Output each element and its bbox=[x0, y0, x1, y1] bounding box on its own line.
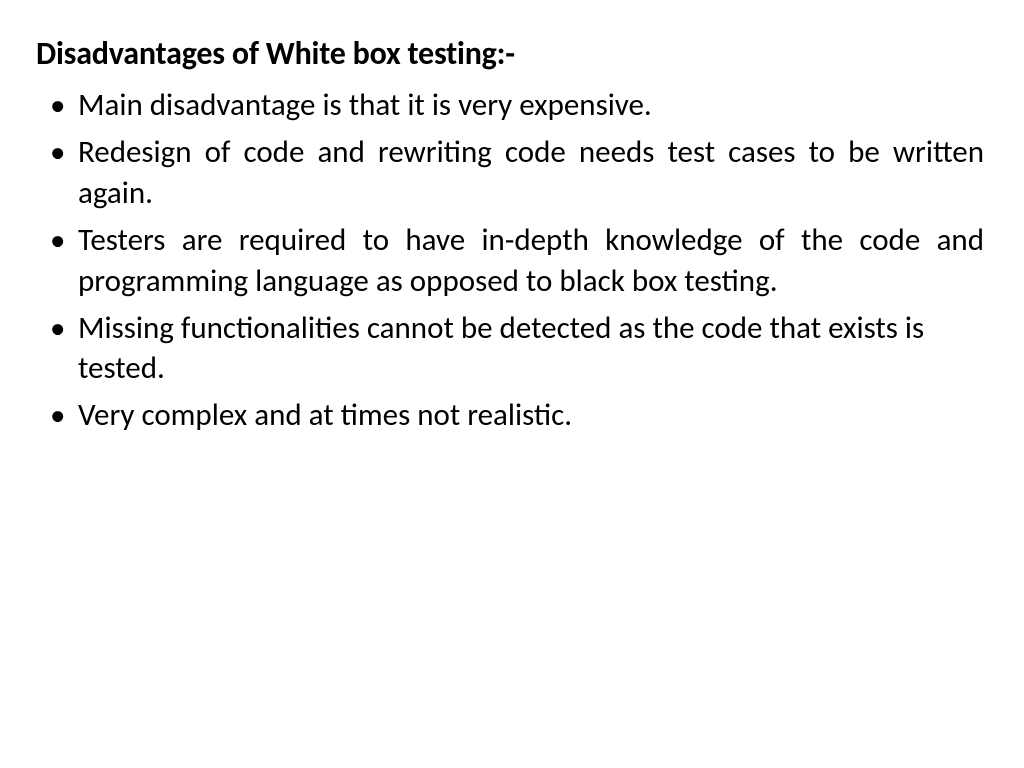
slide-container: Disadvantages of White box testing:- Mai… bbox=[0, 0, 1024, 476]
list-item: Main disadvantage is that it is very exp… bbox=[36, 85, 984, 126]
list-item: Redesign of code and rewriting code need… bbox=[36, 132, 984, 214]
bullet-text: Main disadvantage is that it is very exp… bbox=[78, 86, 652, 124]
bullet-text: Missing functionalities cannot be detect… bbox=[78, 309, 924, 388]
bullet-text: Very complex and at times not realistic. bbox=[78, 396, 572, 434]
list-item: Testers are required to have in-depth kn… bbox=[36, 220, 984, 302]
list-item: Very complex and at times not realistic. bbox=[36, 395, 984, 436]
bullet-text: Redesign of code and rewriting code need… bbox=[78, 133, 984, 212]
bullet-text: Testers are required to have in-depth kn… bbox=[78, 221, 984, 300]
slide-title: Disadvantages of White box testing:- bbox=[36, 34, 984, 73]
list-item: Missing functionalities cannot be detect… bbox=[36, 308, 984, 390]
bullet-list: Main disadvantage is that it is very exp… bbox=[36, 85, 984, 436]
